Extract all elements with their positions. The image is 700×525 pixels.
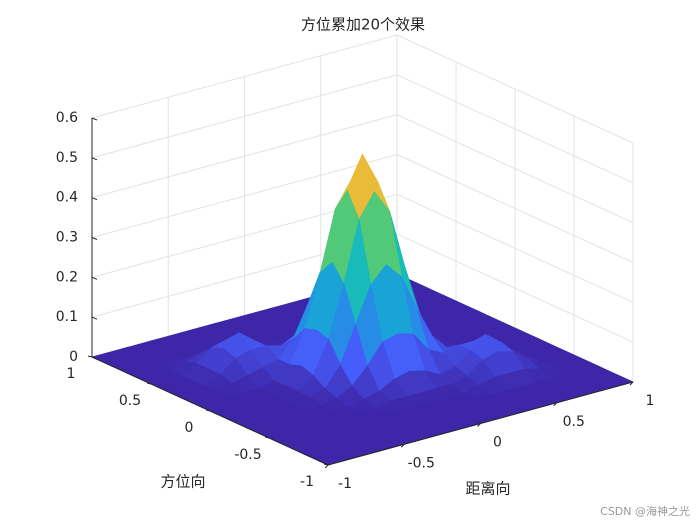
z-tick	[91, 197, 98, 201]
y-tick	[205, 409, 211, 412]
grid-line	[396, 154, 634, 263]
grid-line	[91, 114, 398, 199]
y-tick	[264, 436, 270, 439]
z-tick	[91, 157, 98, 161]
y-tick-label: 0	[185, 420, 194, 436]
y-tick-label: 1	[67, 366, 76, 382]
x-tick	[324, 464, 329, 469]
z-tick-label: 0.1	[56, 309, 78, 325]
grid-line	[396, 233, 634, 343]
watermark: CSDN @海神之光	[600, 504, 690, 518]
x-tick	[477, 423, 481, 427]
z-tick-label: 0	[69, 349, 78, 365]
z-tick-label: 0.3	[56, 230, 78, 246]
z-tick-label: 0.2	[56, 269, 78, 285]
z-tick-label: 0.4	[56, 190, 78, 206]
x-axis-label: 距离向	[465, 480, 510, 498]
grid-line	[396, 193, 634, 303]
grid-line	[91, 74, 398, 159]
grid-line	[396, 74, 634, 184]
x-tick	[629, 381, 634, 386]
x-tick-label: -1	[338, 476, 352, 492]
z-tick	[91, 117, 98, 121]
z-tick	[91, 316, 98, 320]
grid-line	[91, 34, 398, 119]
x-tick-label: 0	[493, 435, 502, 451]
x-tick-label: 1	[646, 393, 655, 409]
grid-line	[396, 114, 634, 224]
y-tick	[323, 463, 329, 466]
x-tick-label: -0.5	[408, 455, 435, 471]
x-tick	[400, 443, 405, 448]
y-tick-label: 0.5	[119, 393, 141, 409]
y-tick	[146, 382, 152, 385]
z-tick	[91, 237, 98, 240]
y-tick-label: -1	[300, 474, 314, 490]
grid-line	[91, 154, 398, 238]
z-tick-label: 0.5	[56, 150, 78, 166]
z-tick-label: 0.6	[56, 110, 78, 126]
z-tick	[91, 356, 98, 360]
chart-title: 方位累加20个效果	[301, 16, 425, 34]
grid-line	[396, 34, 634, 144]
y-tick-label: -0.5	[234, 447, 261, 463]
y-axis-label: 方位向	[160, 473, 205, 491]
x-tick	[553, 402, 558, 407]
x-tick-label: 0.5	[563, 414, 585, 430]
y-tick	[87, 355, 93, 358]
z-tick	[91, 276, 98, 280]
